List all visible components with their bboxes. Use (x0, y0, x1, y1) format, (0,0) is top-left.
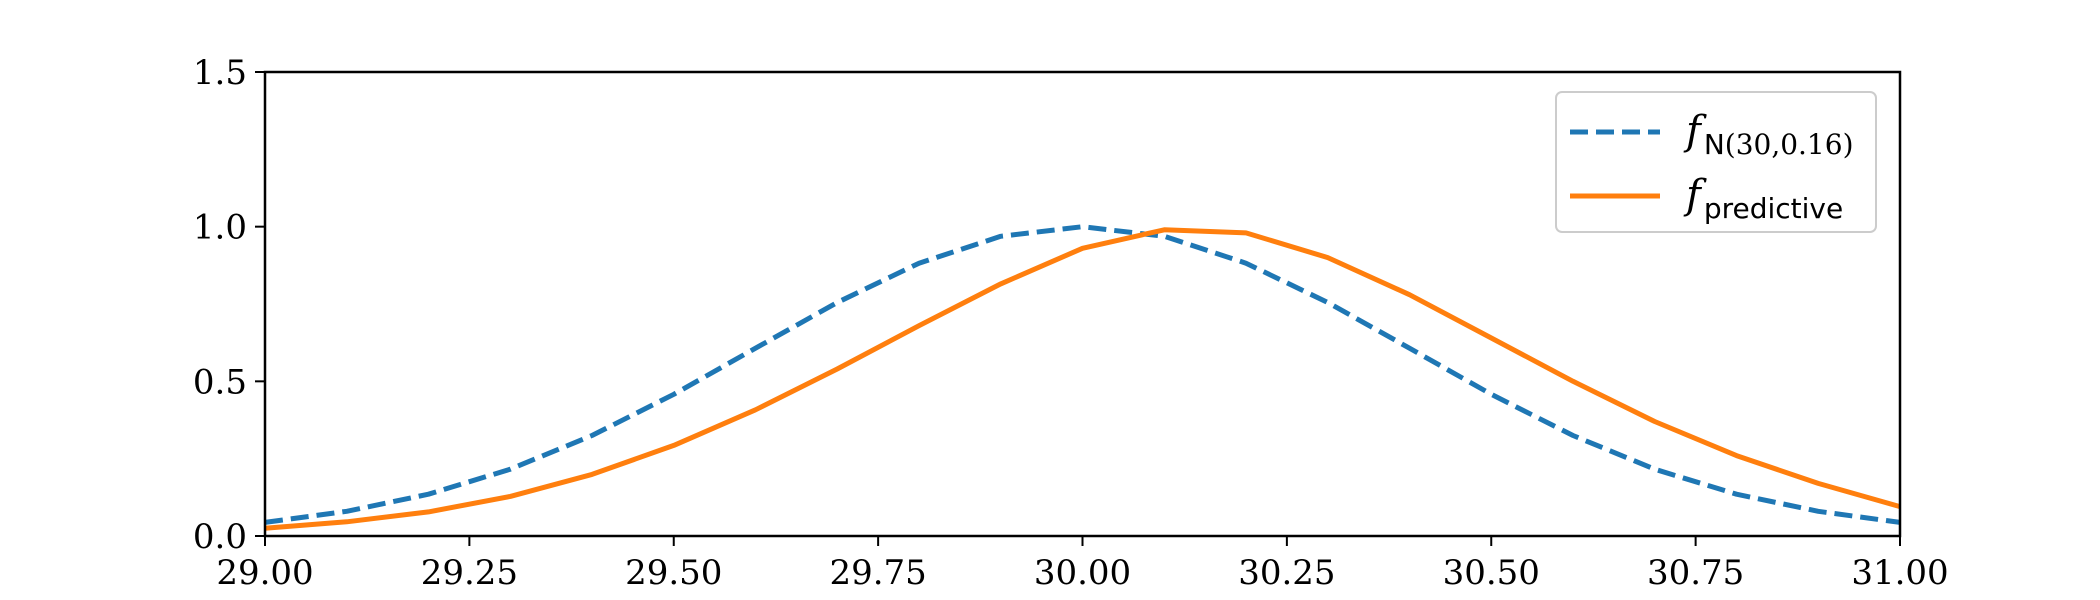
legend-label-1: f N(30,0.16) (1683, 108, 1854, 161)
x-axis: 29.00 29.25 29.50 29.75 30.00 30.25 30.50 30.75… (216, 536, 1949, 593)
x-tick-label: 30.75 (1647, 553, 1744, 593)
x-tick-label: 30.25 (1238, 553, 1335, 593)
y-tick-label: 1.0 (193, 208, 247, 248)
series-group (264, 224, 1901, 531)
legend: f N(30,0.16) f predictive (1555, 91, 1877, 233)
x-tick-label: 29.50 (625, 553, 722, 593)
x-tick-label: 29.00 (216, 553, 313, 593)
y-tick-label: 1.5 (193, 53, 247, 93)
x-tick-label: 31.00 (1851, 553, 1948, 593)
y-tick-label: 0.5 (193, 362, 247, 402)
x-tick-label: 29.25 (421, 553, 518, 593)
x-tick-label: 30.00 (1034, 553, 1131, 593)
series-line-1 (264, 224, 1901, 525)
series-line-2 (264, 227, 1901, 531)
legend-label-2: f predictive (1683, 172, 1843, 225)
y-tick-label: 0.0 (193, 517, 247, 557)
x-tick-label: 29.75 (829, 553, 926, 593)
x-tick-label: 30.50 (1443, 553, 1540, 593)
y-axis: 0.0 0.5 1.0 1.5 (193, 53, 265, 557)
